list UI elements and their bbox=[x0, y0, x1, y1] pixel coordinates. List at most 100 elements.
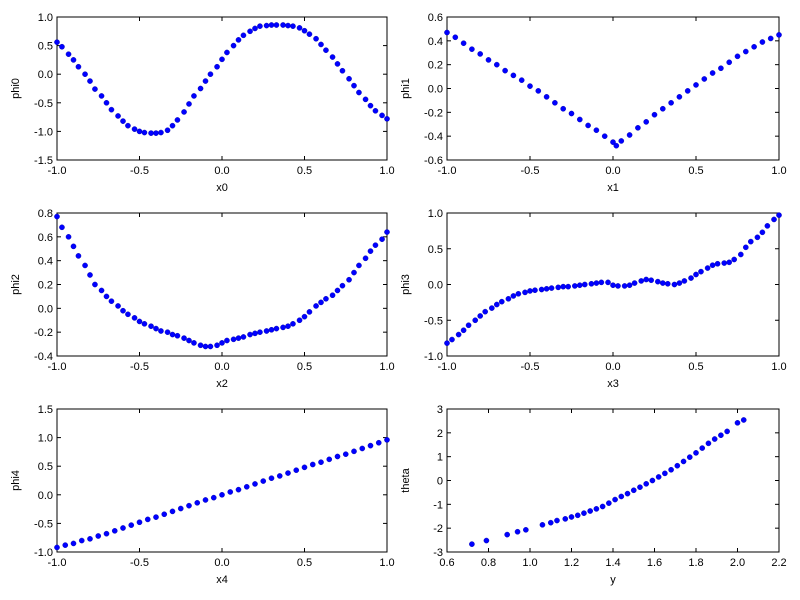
data-point bbox=[714, 260, 721, 267]
data-point bbox=[585, 122, 591, 129]
data-point bbox=[574, 512, 581, 519]
data-point bbox=[560, 283, 567, 290]
data-point bbox=[257, 23, 263, 29]
y-tick-label: -0.5 bbox=[424, 315, 443, 327]
data-point bbox=[372, 108, 379, 114]
data-point bbox=[599, 503, 606, 510]
data-point bbox=[318, 459, 324, 465]
y-tick-label: 0.5 bbox=[38, 461, 53, 473]
data-point bbox=[128, 522, 135, 528]
y-axis-label: phi1 bbox=[400, 78, 412, 99]
data-point bbox=[593, 280, 600, 286]
x-tick-label: 0.5 bbox=[297, 165, 312, 177]
data-point bbox=[684, 88, 691, 94]
data-point bbox=[59, 43, 65, 50]
data-point bbox=[235, 335, 242, 341]
data-point bbox=[268, 326, 275, 333]
data-point bbox=[568, 110, 575, 117]
data-point bbox=[235, 37, 242, 43]
data-point bbox=[764, 223, 771, 229]
data-point bbox=[103, 293, 110, 300]
data-point bbox=[705, 440, 712, 447]
data-point bbox=[469, 541, 475, 547]
data-point bbox=[164, 127, 171, 134]
data-point bbox=[103, 530, 110, 537]
data-point bbox=[618, 138, 625, 144]
data-point bbox=[547, 519, 554, 526]
x-tick-label: 0.0 bbox=[605, 361, 620, 373]
data-point bbox=[731, 256, 737, 263]
data-point bbox=[444, 29, 450, 36]
data-point bbox=[527, 288, 533, 294]
data-point bbox=[158, 129, 164, 136]
data-point bbox=[747, 238, 754, 245]
data-point bbox=[532, 287, 538, 294]
data-point bbox=[522, 289, 528, 296]
y-tick-label: -0.2 bbox=[424, 107, 443, 119]
data-point bbox=[618, 493, 625, 500]
y-tick-label: 0.0 bbox=[428, 84, 443, 96]
data-point bbox=[329, 292, 336, 299]
data-point bbox=[268, 22, 275, 28]
x-tick-label: 0.5 bbox=[688, 165, 703, 177]
data-point bbox=[601, 133, 608, 139]
data-point bbox=[54, 213, 60, 220]
x-axis-label: x3 bbox=[607, 378, 619, 390]
y-tick-label: 0.4 bbox=[38, 256, 53, 268]
data-point bbox=[759, 39, 766, 45]
data-point bbox=[329, 54, 336, 60]
y-axis-label: phi4 bbox=[10, 470, 22, 491]
data-point bbox=[711, 436, 718, 442]
data-point bbox=[606, 500, 612, 506]
subplot-phi3: -1.0 -0.5 0.0 0.5 1.0 -1.0 -0.5 0.0 0.5 1.0 x3 phi3 bbox=[400, 208, 787, 390]
data-point bbox=[252, 330, 258, 337]
x-tick-label: 0.5 bbox=[688, 361, 703, 373]
y-tick-label: -1.0 bbox=[34, 126, 53, 138]
data-point bbox=[144, 516, 151, 523]
y-axis-label: phi0 bbox=[10, 78, 22, 99]
data-point bbox=[290, 321, 296, 327]
data-point bbox=[581, 281, 588, 288]
y-axis-label: theta bbox=[400, 467, 412, 492]
x-tick-label: 0.5 bbox=[297, 557, 312, 569]
x-tick-label: -1.0 bbox=[48, 557, 67, 569]
data-point bbox=[318, 41, 324, 48]
data-point bbox=[87, 272, 93, 278]
data-point bbox=[273, 325, 280, 332]
y-tick-label: -0.2 bbox=[34, 327, 53, 339]
data-point bbox=[514, 528, 521, 535]
data-point bbox=[161, 511, 168, 518]
data-point bbox=[125, 122, 131, 129]
data-point bbox=[260, 478, 267, 484]
data-point bbox=[186, 502, 192, 509]
data-point bbox=[177, 505, 184, 512]
y-tick-label: 0.5 bbox=[428, 244, 443, 256]
data-point bbox=[153, 130, 159, 136]
data-point bbox=[82, 71, 88, 77]
data-point bbox=[356, 262, 362, 269]
data-point bbox=[605, 279, 611, 286]
data-point bbox=[136, 318, 143, 325]
data-point bbox=[493, 61, 500, 68]
data-point bbox=[65, 234, 72, 240]
data-point bbox=[621, 283, 628, 289]
data-point bbox=[771, 216, 777, 223]
data-point bbox=[577, 282, 583, 289]
data-point bbox=[111, 528, 118, 534]
data-point bbox=[610, 139, 616, 145]
data-point bbox=[367, 248, 374, 254]
data-point bbox=[535, 88, 542, 94]
data-point bbox=[477, 51, 484, 57]
data-point bbox=[626, 132, 633, 138]
data-point bbox=[210, 494, 217, 501]
data-point bbox=[169, 508, 176, 515]
x-tick-label: 0.0 bbox=[605, 165, 620, 177]
y-tick-label: 0 bbox=[437, 476, 443, 488]
x-tick-label: 1.4 bbox=[605, 557, 620, 569]
data-point bbox=[638, 278, 645, 284]
data-point bbox=[227, 489, 234, 495]
data-point bbox=[174, 117, 181, 123]
data-point bbox=[643, 481, 650, 487]
y-tick-label: -3 bbox=[433, 547, 443, 559]
data-point bbox=[334, 287, 341, 294]
